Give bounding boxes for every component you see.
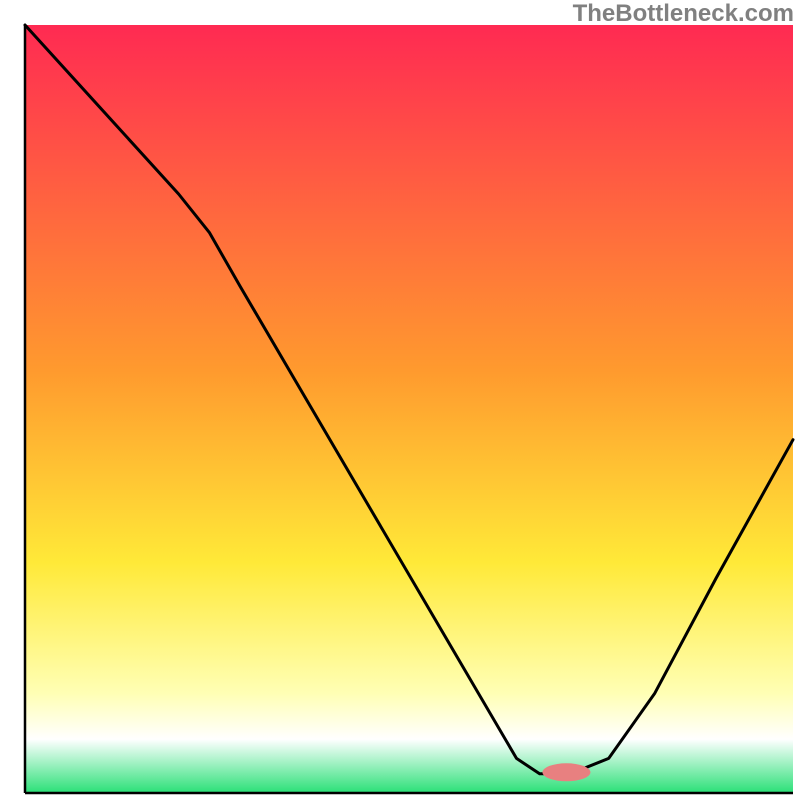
gradient-background [25,25,793,793]
optimal-marker [542,763,590,781]
watermark-text: TheBottleneck.com [573,0,794,28]
bottleneck-chart [0,0,800,800]
